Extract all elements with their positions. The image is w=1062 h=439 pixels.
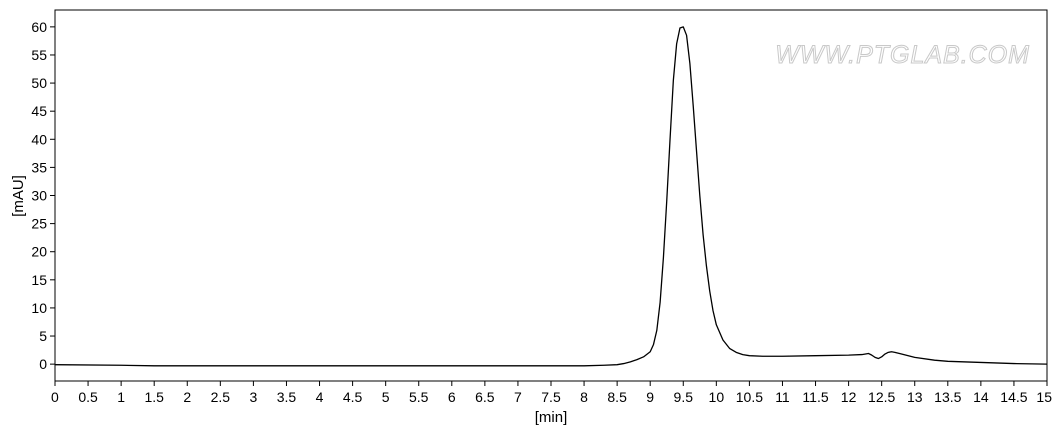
y-axis-title: [mAU] bbox=[10, 175, 27, 217]
x-tick-label: 4 bbox=[316, 389, 324, 405]
y-tick-label: 60 bbox=[31, 19, 47, 35]
x-tick-label: 10.5 bbox=[736, 389, 763, 405]
x-tick-label: 0.5 bbox=[78, 389, 98, 405]
y-tick-label: 45 bbox=[31, 103, 47, 119]
y-tick-label: 50 bbox=[31, 75, 47, 91]
x-tick-label: 9 bbox=[646, 389, 654, 405]
x-tick-label: 11.5 bbox=[802, 389, 828, 405]
x-tick-label: 10 bbox=[709, 389, 725, 405]
x-tick-label: 12 bbox=[841, 389, 857, 405]
x-tick-label: 1 bbox=[117, 389, 125, 405]
x-tick-label: 12.5 bbox=[868, 389, 895, 405]
y-tick-label: 5 bbox=[39, 328, 47, 344]
x-tick-label: 6.5 bbox=[475, 389, 495, 405]
x-tick-label: 6 bbox=[448, 389, 456, 405]
x-tick-label: 9.5 bbox=[674, 389, 694, 405]
x-tick-label: 7.5 bbox=[541, 389, 561, 405]
x-tick-label: 14.5 bbox=[1000, 389, 1027, 405]
y-tick-label: 20 bbox=[31, 244, 47, 260]
x-ticks: 0 0.5 1 1.5 2 2.5 3 3.5 4 4.5 5 5.5 6 6.5 7 7.5 8 8.5 9 9.5… bbox=[51, 381, 1052, 405]
x-tick-label: 13 bbox=[907, 389, 923, 405]
x-tick-label: 13.5 bbox=[934, 389, 961, 405]
x-tick-label: 2.5 bbox=[211, 389, 231, 405]
series-line bbox=[54, 26, 1048, 367]
x-tick-label: 8 bbox=[580, 389, 588, 405]
x-tick-label: 4.5 bbox=[343, 389, 363, 405]
x-tick-label: 1.5 bbox=[144, 389, 164, 405]
watermark-text: WWW.PTGLAB.COM bbox=[775, 41, 1030, 69]
x-tick-label: 0 bbox=[51, 389, 59, 405]
y-tick-label: 30 bbox=[31, 188, 47, 204]
x-tick-label: 14 bbox=[973, 389, 989, 405]
y-tick-label: 0 bbox=[39, 356, 47, 372]
y-tick-label: 35 bbox=[31, 159, 47, 175]
y-tick-label: 10 bbox=[31, 300, 47, 316]
x-axis-title: [min] bbox=[535, 409, 568, 426]
y-tick-label: 15 bbox=[31, 272, 47, 288]
x-tick-label: 3 bbox=[250, 389, 258, 405]
y-ticks: 0 5 10 15 20 25 30 35 40 45 50 55 60 bbox=[31, 19, 55, 372]
y-tick-label: 55 bbox=[31, 47, 47, 63]
y-tick-label: 25 bbox=[31, 216, 47, 232]
x-tick-label: 5.5 bbox=[409, 389, 429, 405]
x-tick-label: 2 bbox=[183, 389, 191, 405]
y-tick-label: 40 bbox=[31, 131, 47, 147]
x-tick-label: 5 bbox=[382, 389, 390, 405]
x-tick-label: 7 bbox=[514, 389, 522, 405]
x-tick-label: 8.5 bbox=[607, 389, 627, 405]
x-tick-label: 3.5 bbox=[277, 389, 297, 405]
x-tick-label: 11 bbox=[775, 389, 790, 405]
x-tick-label: 15 bbox=[1036, 389, 1052, 405]
